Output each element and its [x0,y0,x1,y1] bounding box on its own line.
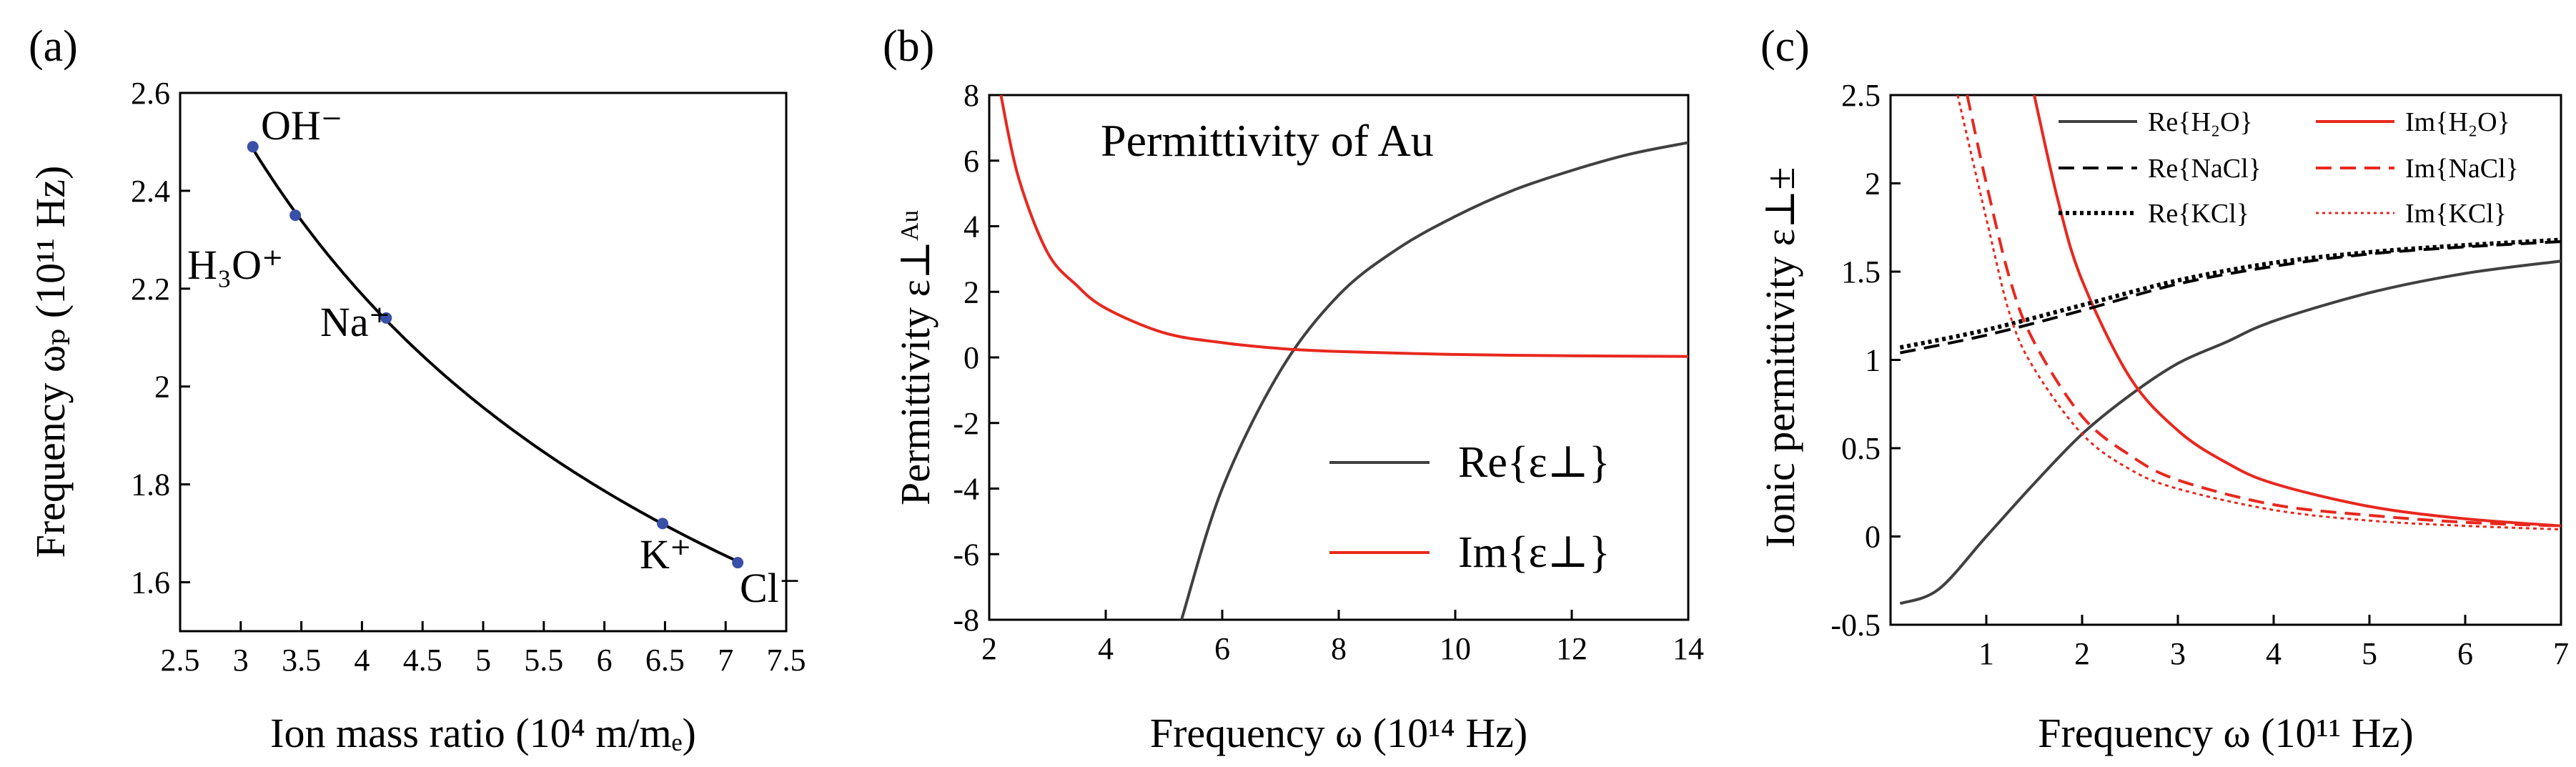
x-tick-label: 3 [2170,636,2186,671]
panel-c-ylabel: Ionic permittivity ε⊥± [1757,167,1803,548]
series-line [1966,95,2561,528]
x-tick-label: 2 [2074,636,2090,671]
x-tick-label: 5.5 [524,643,563,678]
y-tick-label: 0 [1865,520,1881,555]
panel-a-frame [179,91,788,633]
annotation-k: K⁺ [640,531,692,578]
y-tick-label: 2.4 [131,174,170,209]
panel-c-xlabel: Frequency ω (10¹¹ Hz) [2038,710,2414,756]
x-tick-label: 3 [233,643,249,678]
x-tick-label: 4 [2266,636,2282,671]
legend-b-re-label: Re{ε⊥} [1458,438,1610,487]
x-tick-label: 8 [1331,631,1347,666]
y-tick-label: 0 [963,340,979,375]
y-tick-label: 8 [963,78,979,113]
y-tick-label: -6 [953,537,979,572]
x-tick-label: 4 [1098,631,1114,666]
panel-b-axes: 2 4 6 8 10 12 14 -8 -6 -4 -2 0 2 4 6 8 [953,78,1704,666]
panel-c-axes: 1 2 3 4 5 6 7 -0.5 0 0.5 1 1.5 2 2.5 [1831,78,2569,671]
y-tick-label: 4 [963,209,979,244]
y-tick-label: 1 [1865,343,1881,378]
y-tick-label: 2 [963,274,979,310]
panel-b-ylabel: Permittivity ε⊥ᴬᵘ [892,209,938,505]
panel-a-axes: 2.5 3 3.5 4 4.5 5 5.5 6 6.5 7 7.5 1.6 1.8 2 2.2 2.4 2.6 [131,76,806,678]
panel-b-curves [999,95,1688,620]
annotation-oh: OH⁻ [261,102,342,149]
x-tick-label: 7 [2553,636,2569,671]
y-tick-label: 0.5 [1841,431,1881,466]
panel-c-label: (c) [1760,22,1810,71]
y-tick-label: 2.5 [1841,78,1881,113]
x-tick-label: 4 [354,643,370,678]
x-tick-label: 7 [718,643,733,678]
x-tick-label: 12 [1556,631,1587,666]
y-tick-label: 1.5 [1841,254,1881,290]
series-line [1899,237,2561,350]
data-point [289,209,302,222]
panel-c-curves [1899,95,2561,605]
legend-c-im-nacl-label: Im{NaCl} [2405,154,2519,184]
x-tick-label: 6 [2457,636,2473,671]
panel-c: (c) 1 2 3 4 5 6 7 -0.5 0 0.5 1 1.5 2 2.5 Re{H₂O} Im{H… [1757,22,2569,756]
y-tick-label: 6 [963,144,979,179]
panel-b: (b) 2 4 6 8 10 12 14 -8 -6 -4 -2 0 2 4 6 8 Permittivity… [883,22,1704,756]
x-tick-label: 14 [1673,631,1704,666]
series-line [1956,95,2561,531]
x-tick-label: 2 [981,631,997,666]
y-tick-label: -0.5 [1831,608,1881,643]
annotation-h3o: H₃O⁺ [187,242,284,288]
y-tick-label: -8 [953,603,979,638]
y-tick-label: 1.8 [131,467,170,503]
x-tick-label: 6.5 [645,643,685,678]
x-tick-label: 10 [1440,631,1471,666]
legend-b-im-label: Im{ε⊥} [1458,528,1610,577]
panel-b-xlabel: Frequency ω (10¹⁴ Hz) [1150,710,1527,756]
data-point [380,312,392,324]
x-tick-label: 7.5 [767,643,806,678]
annotation-na: Na⁺ [320,299,390,345]
legend-c-im-kcl-label: Im{KCl} [2405,199,2507,229]
x-tick-label: 6 [1214,631,1230,666]
legend-c-re-kcl-label: Re{KCl} [2148,199,2249,229]
data-point [247,141,259,153]
legend-c-re-h2o-label: Re{H₂O} [2148,107,2253,137]
series-line [999,95,1688,358]
panel-a-points [247,141,744,569]
x-tick-label: 4.5 [403,643,442,678]
data-point [732,557,744,569]
annotation-cl: Cl⁻ [740,565,801,611]
y-tick-label: 2 [154,370,170,405]
panel-a-xlabel: Ion mass ratio (10⁴ m/mₑ) [270,710,696,756]
x-tick-label: 2.5 [161,643,200,678]
x-tick-label: 5 [475,643,491,678]
panel-b-annotation: Permittivity of Au [1101,115,1434,166]
x-tick-label: 6 [597,643,613,678]
x-tick-label: 1 [1978,636,1994,671]
y-tick-label: -4 [953,472,979,507]
y-tick-label: -2 [953,406,979,441]
series-line [1900,240,2561,355]
legend-c-im-h2o-label: Im{H₂O} [2405,107,2510,137]
panel-a: (a) 2.5 3 3.5 4 4.5 5 5.5 6 6.5 7 7.5 1.6 1.8 2 2.2 2.4… [27,22,806,756]
series-line [1180,141,1688,620]
panel-a-label: (a) [29,22,78,71]
y-tick-label: 2.2 [131,272,170,307]
series-line [2033,95,2561,528]
panel-a-fit-curve [252,148,739,563]
x-tick-label: 5 [2362,636,2377,671]
y-tick-label: 2 [1865,167,1881,202]
legend-c-re-nacl-label: Re{NaCl} [2148,154,2262,184]
panel-b-label: (b) [883,22,934,71]
fit-curve-line [252,148,739,563]
panel-a-ylabel: Frequency ωₚ (10¹¹ Hz) [27,166,74,558]
data-point [657,518,669,530]
y-tick-label: 2.6 [131,76,170,111]
y-tick-label: 1.6 [131,565,170,600]
series-line [1899,259,2561,605]
x-tick-label: 3.5 [282,643,321,678]
